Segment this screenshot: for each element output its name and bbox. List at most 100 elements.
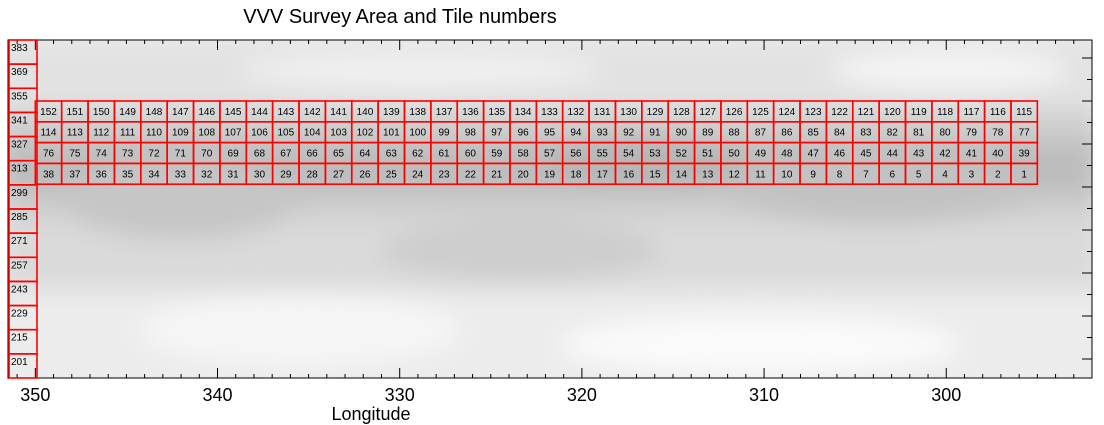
tile-label: 55 [597, 149, 609, 160]
tile-label: 66 [307, 149, 319, 160]
tile-label: 26 [359, 169, 371, 180]
tile-label: 111 [120, 128, 136, 139]
tile-label: 53 [649, 149, 661, 160]
tile-label: 313 [11, 164, 28, 175]
tile-label: 50 [729, 149, 741, 160]
tile-label: 28 [307, 169, 319, 180]
sky-light-patch [240, 52, 600, 88]
tile-label: 95 [544, 128, 556, 139]
tile-label: 141 [330, 107, 347, 118]
tile-label: 103 [330, 128, 347, 139]
tile-label: 106 [251, 128, 268, 139]
tile-label: 79 [966, 128, 978, 139]
tile-label: 151 [67, 107, 84, 118]
tile-label: 120 [884, 107, 901, 118]
tile-label: 140 [357, 107, 374, 118]
tile-label: 97 [491, 128, 503, 139]
tile-label: 139 [383, 107, 400, 118]
tile-label: 52 [676, 149, 688, 160]
tile-label: 24 [412, 169, 424, 180]
tile-label: 1 [1021, 169, 1027, 180]
tile-label: 137 [436, 107, 453, 118]
tile-box [8, 353, 38, 379]
tile-label: 87 [755, 128, 767, 139]
tile-label: 138 [409, 107, 426, 118]
tile-label: 74 [96, 149, 108, 160]
tile-label: 48 [781, 149, 793, 160]
tile-label: 142 [304, 107, 321, 118]
tile-label: 6 [890, 169, 896, 180]
tile-label: 93 [597, 128, 609, 139]
tile-label: 35 [122, 169, 134, 180]
tile-label: 90 [676, 128, 688, 139]
tile-label: 51 [702, 149, 714, 160]
tile-label: 127 [699, 107, 716, 118]
tile-label: 98 [465, 128, 477, 139]
tile-label: 11 [755, 169, 766, 180]
tile-label: 144 [251, 107, 268, 118]
tile-label: 37 [69, 169, 81, 180]
tile-label: 7 [863, 169, 869, 180]
x-tick-label: 320 [567, 385, 597, 405]
tile-label: 2 [995, 169, 1001, 180]
tile-label: 8 [837, 169, 843, 180]
tile-label: 14 [676, 169, 688, 180]
tile-label: 5 [916, 169, 922, 180]
tile-label: 355 [11, 91, 28, 102]
tile-label: 99 [438, 128, 450, 139]
tile-label: 112 [93, 128, 109, 139]
tile-label: 121 [858, 107, 875, 118]
tile-label: 81 [913, 128, 925, 139]
tile-label: 43 [913, 149, 925, 160]
tile-label: 41 [966, 149, 978, 160]
tile-label: 20 [518, 169, 530, 180]
tile-label: 61 [438, 149, 450, 160]
tile-label: 9 [810, 169, 816, 180]
tile-label: 25 [386, 169, 398, 180]
tile-label: 92 [623, 128, 635, 139]
tile-label: 47 [808, 149, 820, 160]
tile-label: 49 [755, 149, 767, 160]
sky-dark-cloud [60, 160, 300, 240]
tile-label: 131 [594, 107, 611, 118]
tile-label: 39 [1019, 149, 1031, 160]
tile-label: 17 [597, 169, 609, 180]
sky-dark-cloud [730, 155, 1030, 225]
tile-label: 72 [148, 149, 160, 160]
tile-label: 75 [69, 149, 81, 160]
tile-label: 125 [752, 107, 769, 118]
tile-label: 69 [228, 149, 240, 160]
tile-label: 114 [41, 128, 57, 139]
tile-label: 126 [726, 107, 743, 118]
tile-label: 38 [43, 169, 55, 180]
tile-label: 58 [518, 149, 530, 160]
tile-label: 136 [462, 107, 479, 118]
tile-label: 42 [939, 149, 951, 160]
bulge-tile-grid: 152 151 150 149 148 147 146 145 144 143 142 141 140 1… [34, 100, 1039, 185]
tile-label: 113 [67, 128, 83, 139]
tile-label: 299 [11, 188, 28, 199]
tile-label: 128 [673, 107, 690, 118]
tile-label: 101 [383, 128, 400, 139]
tile-label: 89 [702, 128, 714, 139]
tile-label: 76 [43, 149, 55, 160]
tile-label: 105 [277, 128, 294, 139]
tile-label: 33 [175, 169, 187, 180]
tile-label: 32 [201, 169, 213, 180]
tile-label: 83 [860, 128, 872, 139]
tile-label: 65 [333, 149, 345, 160]
tile-label: 129 [647, 107, 664, 118]
tile-label: 108 [198, 128, 215, 139]
tile-label: 327 [11, 140, 28, 151]
tile-label: 71 [175, 149, 187, 160]
disk-tile-column: 383 369 355 341 327 313 299 285 271 257 243 229 215 2… [8, 39, 38, 379]
tile-label: 117 [963, 107, 979, 118]
tile-label: 150 [93, 107, 110, 118]
x-tick-label: 340 [202, 385, 232, 405]
tile-label: 84 [834, 128, 846, 139]
tile-label: 229 [11, 309, 28, 320]
tile-label: 100 [409, 128, 426, 139]
tile-label: 29 [280, 169, 292, 180]
tile-label: 215 [11, 333, 28, 344]
x-tick-label: 330 [385, 385, 415, 405]
